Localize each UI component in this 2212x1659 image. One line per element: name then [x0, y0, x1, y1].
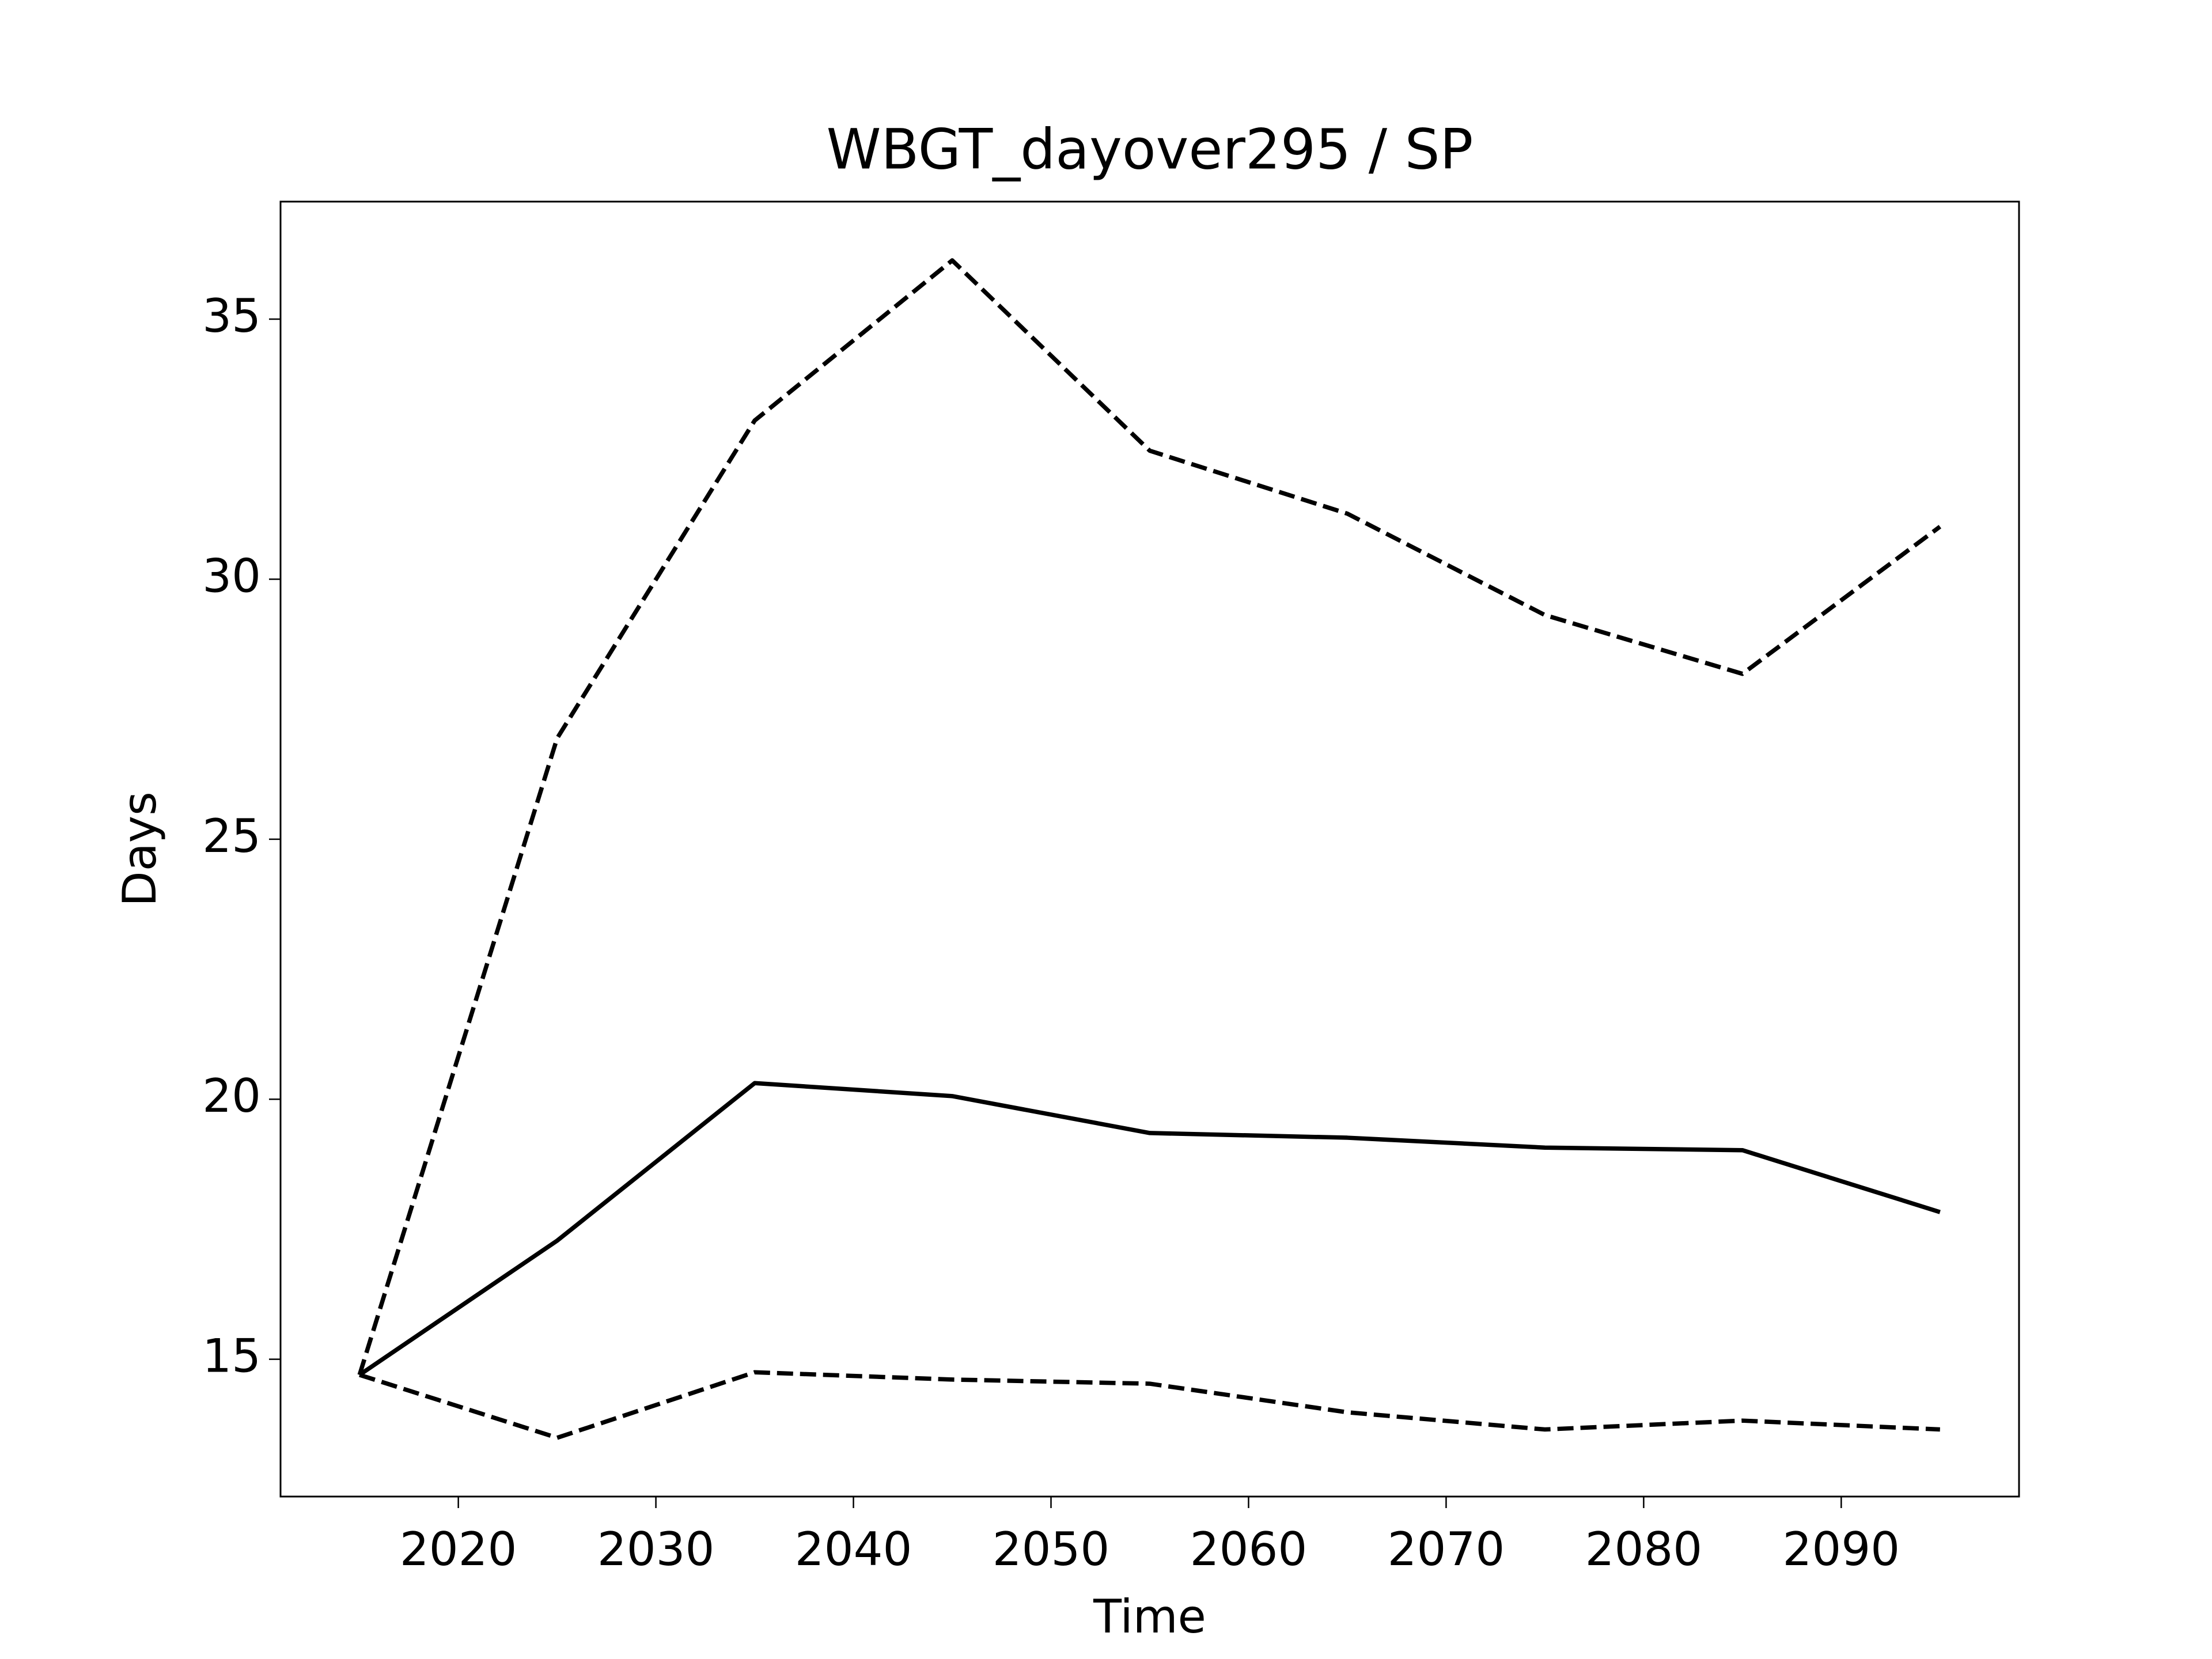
x-axis-label: Time — [1093, 1590, 1206, 1643]
series-line — [359, 1370, 1940, 1440]
y-tick-label: 30 — [202, 549, 261, 603]
y-tick-label: 35 — [202, 289, 261, 343]
y-axis-label: Days — [113, 791, 166, 907]
chart-title: WBGT_dayover295 / SP — [827, 117, 1474, 181]
x-tick-label: 2030 — [597, 1522, 715, 1576]
x-tick-label: 2040 — [795, 1522, 912, 1576]
x-tick-label: 2070 — [1388, 1522, 1505, 1576]
x-tick-label: 2050 — [993, 1522, 1110, 1576]
x-tick-label: 2080 — [1585, 1522, 1703, 1576]
plot-frame — [279, 200, 2020, 1498]
series-line — [357, 258, 1942, 1376]
y-tick-label: 20 — [202, 1069, 261, 1123]
x-tick-label: 2060 — [1190, 1522, 1308, 1576]
series-line — [358, 1081, 1941, 1377]
x-tick-label: 2090 — [1783, 1522, 1900, 1576]
y-tick-label: 25 — [202, 809, 261, 863]
y-tick-label: 15 — [202, 1330, 261, 1383]
x-tick-label: 2020 — [400, 1522, 517, 1576]
